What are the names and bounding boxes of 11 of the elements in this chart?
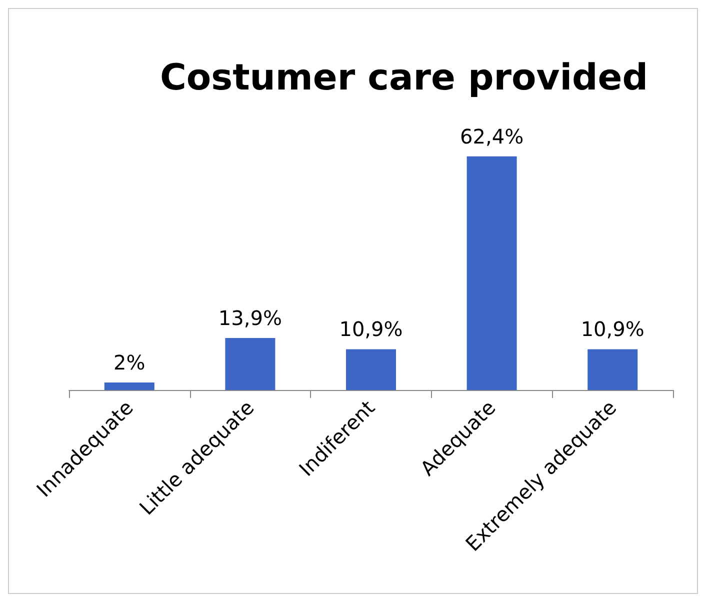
bar [346, 349, 396, 390]
data-label: 13,9% [218, 306, 282, 330]
bar [588, 349, 638, 390]
bar [466, 156, 517, 390]
bar [225, 338, 276, 390]
data-label: 2% [114, 350, 146, 375]
bar [104, 382, 154, 390]
data-label: 10,9% [339, 317, 403, 342]
data-label: 62,4% [460, 124, 524, 148]
chart-title: Costumer care provided [160, 58, 648, 98]
data-label: 10,9% [580, 317, 644, 342]
